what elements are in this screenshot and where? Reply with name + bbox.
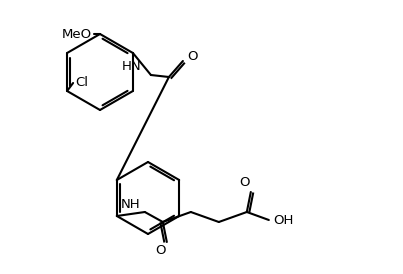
Text: OH: OH bbox=[273, 213, 293, 227]
Text: Cl: Cl bbox=[75, 76, 88, 90]
Text: O: O bbox=[187, 50, 197, 64]
Text: MeO: MeO bbox=[62, 27, 92, 41]
Text: NH: NH bbox=[121, 198, 141, 212]
Text: HN: HN bbox=[122, 59, 142, 73]
Text: O: O bbox=[239, 176, 250, 190]
Text: O: O bbox=[156, 244, 166, 258]
